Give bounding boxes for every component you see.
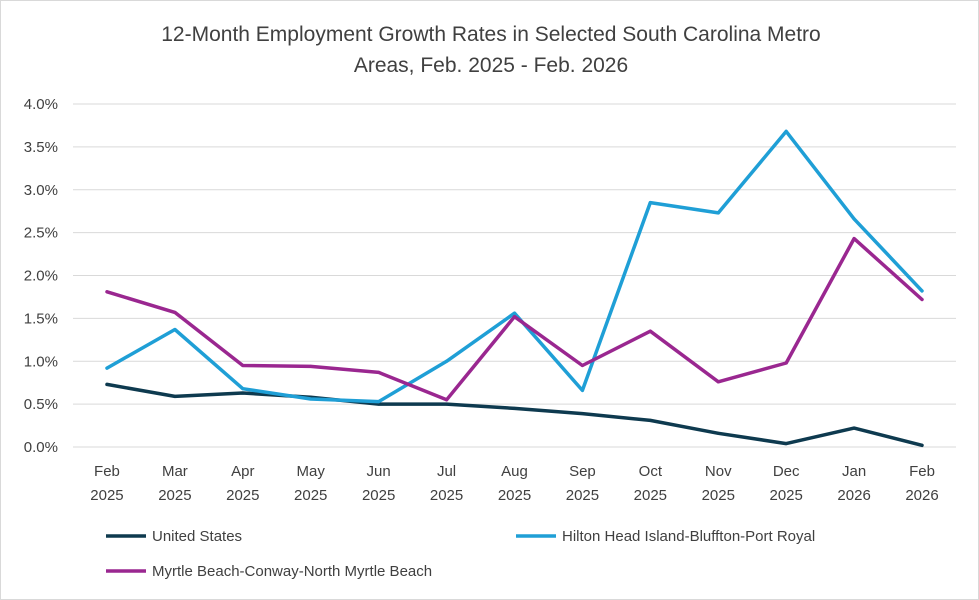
data-point-hilton-head-island-bluffton-port-royal xyxy=(852,217,856,221)
x-tick-year: 2025 xyxy=(702,487,735,504)
x-tick-year: 2025 xyxy=(362,487,395,504)
data-point-united-states xyxy=(241,391,245,395)
x-tick-label: Feb 2025 xyxy=(90,463,123,504)
data-point-united-states xyxy=(377,402,381,406)
x-tick-label: Apr 2025 xyxy=(226,463,259,504)
y-tick-label: 2.0% xyxy=(24,268,58,285)
data-point-united-states xyxy=(852,426,856,430)
data-point-united-states xyxy=(445,402,449,406)
chart-title: 12-Month Employment Growth Rates in Sele… xyxy=(61,19,921,81)
y-tick-label: 0.0% xyxy=(24,439,58,456)
x-tick-year: 2025 xyxy=(90,487,123,504)
legend-label: United States xyxy=(152,528,242,545)
chart-title-line-2: Areas, Feb. 2025 - Feb. 2026 xyxy=(353,54,629,77)
data-point-hilton-head-island-bluffton-port-royal xyxy=(648,201,652,205)
data-point-united-states xyxy=(513,406,516,410)
x-tick-label: Sep 2025 xyxy=(566,463,599,504)
y-tick-label: 1.0% xyxy=(24,353,58,370)
x-tick-year: 2025 xyxy=(158,487,191,504)
data-point-united-states xyxy=(716,431,720,435)
series-line-united-states xyxy=(105,382,924,448)
data-point-myrtle-beach-conway-north-myrtle-beach xyxy=(648,329,652,333)
x-tick-month: Aug xyxy=(501,463,528,480)
x-tick-year: 2025 xyxy=(294,487,327,504)
data-point-hilton-head-island-bluffton-port-royal xyxy=(377,400,381,404)
data-point-united-states xyxy=(105,382,109,386)
x-tick-month: Apr xyxy=(231,463,254,480)
data-point-hilton-head-island-bluffton-port-royal xyxy=(445,359,449,363)
data-point-hilton-head-island-bluffton-port-royal xyxy=(241,387,245,391)
data-point-hilton-head-island-bluffton-port-royal xyxy=(920,289,924,293)
data-point-hilton-head-island-bluffton-port-royal xyxy=(716,211,720,215)
data-point-united-states xyxy=(784,442,788,446)
x-tick-year: 2026 xyxy=(905,487,938,504)
data-point-united-states xyxy=(580,412,584,416)
data-point-united-states xyxy=(648,418,652,422)
legend-label: Myrtle Beach-Conway-North Myrtle Beach xyxy=(152,563,432,580)
x-tick-month: Feb xyxy=(909,463,935,480)
x-tick-month: Dec xyxy=(773,463,800,480)
x-tick-year: 2025 xyxy=(770,487,803,504)
y-tick-label: 0.5% xyxy=(24,396,58,413)
x-tick-month: Nov xyxy=(705,463,732,480)
x-tick-year: 2025 xyxy=(566,487,599,504)
data-point-myrtle-beach-conway-north-myrtle-beach xyxy=(852,237,856,241)
data-point-hilton-head-island-bluffton-port-royal xyxy=(784,129,788,133)
x-tick-label: May 2025 xyxy=(294,463,327,504)
x-tick-month: Feb xyxy=(94,463,120,480)
data-point-myrtle-beach-conway-north-myrtle-beach xyxy=(105,290,109,294)
y-tick-label: 2.5% xyxy=(24,225,58,242)
x-tick-label: Oct 2025 xyxy=(634,463,667,504)
data-point-myrtle-beach-conway-north-myrtle-beach xyxy=(377,370,381,374)
data-point-myrtle-beach-conway-north-myrtle-beach xyxy=(309,364,313,368)
x-tick-label: Nov 2025 xyxy=(702,463,735,504)
data-point-myrtle-beach-conway-north-myrtle-beach xyxy=(241,364,245,368)
y-tick-label: 3.0% xyxy=(24,182,58,199)
gridlines xyxy=(73,103,956,448)
legend-label: Hilton Head Island-Bluffton-Port Royal xyxy=(562,528,815,545)
data-point-united-states xyxy=(920,443,924,447)
chart-title-line-1: 12-Month Employment Growth Rates in Sele… xyxy=(161,23,821,46)
x-tick-year: 2025 xyxy=(634,487,667,504)
x-tick-year: 2025 xyxy=(498,487,531,504)
data-point-myrtle-beach-conway-north-myrtle-beach xyxy=(173,310,177,314)
x-tick-label: Feb 2026 xyxy=(905,463,938,504)
x-tick-label: Dec 2025 xyxy=(770,463,803,504)
x-tick-month: Jan xyxy=(842,463,866,480)
x-tick-label: Jun 2025 xyxy=(362,463,395,504)
x-tick-label: Jan 2026 xyxy=(837,463,870,504)
data-point-myrtle-beach-conway-north-myrtle-beach xyxy=(716,380,720,384)
data-point-hilton-head-island-bluffton-port-royal xyxy=(105,366,109,370)
x-tick-month: Sep xyxy=(569,463,596,480)
x-tick-month: Oct xyxy=(639,463,663,480)
data-point-myrtle-beach-conway-north-myrtle-beach xyxy=(513,315,516,319)
y-tick-label: 4.0% xyxy=(24,96,58,113)
x-tick-year: 2025 xyxy=(430,487,463,504)
data-point-myrtle-beach-conway-north-myrtle-beach xyxy=(784,361,788,365)
data-point-myrtle-beach-conway-north-myrtle-beach xyxy=(920,298,924,302)
x-tick-label: Mar 2025 xyxy=(158,463,191,504)
data-point-hilton-head-island-bluffton-port-royal xyxy=(513,311,516,315)
x-tick-month: Mar xyxy=(162,463,188,480)
x-tick-month: Jul xyxy=(437,463,456,480)
y-tick-label: 1.5% xyxy=(24,310,58,327)
x-tick-month: Jun xyxy=(367,463,391,480)
data-point-hilton-head-island-bluffton-port-royal xyxy=(173,328,177,332)
x-tick-label: Jul 2025 xyxy=(430,463,463,504)
data-point-myrtle-beach-conway-north-myrtle-beach xyxy=(445,398,449,402)
data-point-hilton-head-island-bluffton-port-royal xyxy=(580,388,584,392)
data-point-hilton-head-island-bluffton-port-royal xyxy=(309,397,313,401)
data-point-united-states xyxy=(173,394,177,398)
x-tick-label: Aug 2025 xyxy=(498,463,531,504)
x-tick-year: 2025 xyxy=(226,487,259,504)
y-tick-label: 3.5% xyxy=(24,139,58,156)
data-point-myrtle-beach-conway-north-myrtle-beach xyxy=(580,364,584,368)
x-tick-month: May xyxy=(297,463,326,480)
x-tick-year: 2026 xyxy=(837,487,870,504)
